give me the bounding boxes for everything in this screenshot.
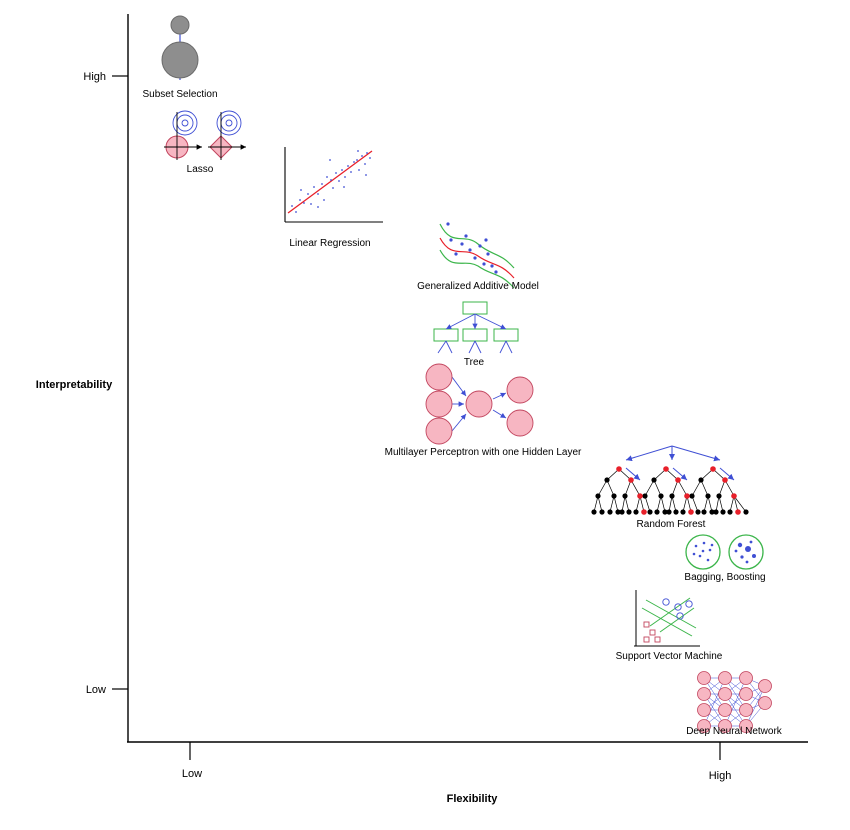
- method-label-linear-regression: Linear Regression: [289, 238, 370, 249]
- method-label-random-forest: Random Forest: [637, 519, 706, 530]
- method-label-svm: Support Vector Machine: [616, 651, 723, 662]
- random-forest-icon: [591, 445, 749, 515]
- mlp-icon: [425, 363, 534, 445]
- method-label-subset-selection: Subset Selection: [142, 89, 217, 100]
- linear-regression-icon: [284, 147, 383, 223]
- y-tick-label-low: Low: [86, 684, 106, 696]
- method-label-gam: Generalized Additive Model: [417, 281, 539, 292]
- svm-icon: [634, 590, 700, 647]
- lasso-icon: [164, 110, 246, 160]
- y-tick-label-high: High: [83, 71, 106, 83]
- x-tick-label-high: High: [709, 770, 732, 782]
- x-axis-title: Flexibility: [447, 793, 499, 805]
- method-label-lasso: Lasso: [187, 164, 214, 175]
- x-tick-label-low: Low: [182, 768, 202, 780]
- y-axis-title: Interpretability: [36, 379, 113, 391]
- tree-icon: [433, 301, 519, 342]
- method-label-tree: Tree: [464, 357, 485, 368]
- method-label-bagging-boosting: Bagging, Boosting: [684, 572, 765, 583]
- method-label-deep-neural-network: Deep Neural Network: [686, 726, 783, 737]
- gam-icon: [439, 222, 515, 289]
- axes: High Low Low High Interpretability Flexi…: [36, 14, 808, 805]
- subset-selection-icon: [161, 15, 199, 80]
- bagging-boosting-icon: [685, 534, 764, 570]
- method-label-mlp: Multilayer Perceptron with one Hidden La…: [385, 447, 582, 458]
- tree-edges: [437, 313, 513, 354]
- deep-neural-network-icon: [697, 671, 772, 733]
